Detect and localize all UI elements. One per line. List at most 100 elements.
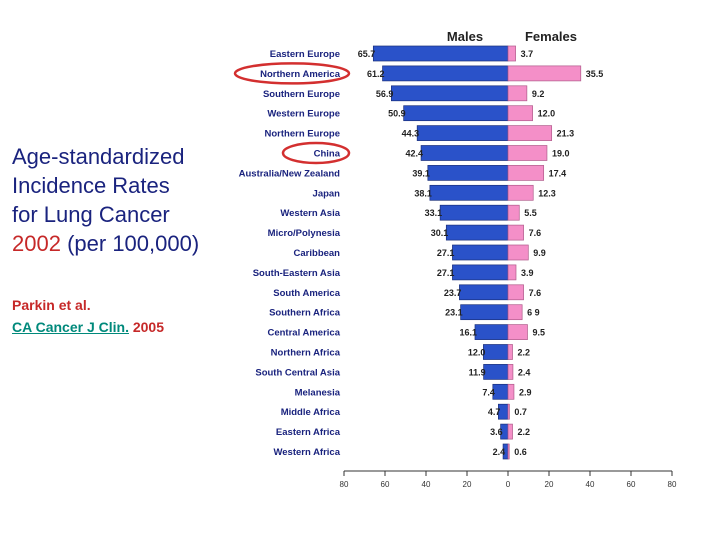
data-label-males: 39.1 bbox=[412, 168, 430, 178]
legend-males: Males bbox=[447, 29, 483, 44]
title-line-1: Age-standardized bbox=[12, 144, 185, 169]
bar-males bbox=[391, 85, 509, 102]
bar-females bbox=[507, 423, 513, 440]
category-label: Western Asia bbox=[280, 208, 340, 219]
category-label: Micro/Polynesia bbox=[268, 228, 341, 239]
bar-males bbox=[427, 165, 509, 181]
x-tick-label: 60 bbox=[381, 480, 390, 489]
data-label-males: 23.1 bbox=[445, 308, 463, 318]
bar-females bbox=[507, 224, 524, 241]
bar-males bbox=[382, 65, 509, 82]
data-label-males: 56.9 bbox=[376, 89, 394, 99]
bar-males bbox=[460, 304, 509, 321]
data-label-males: 4.7 bbox=[488, 407, 501, 417]
data-label-males: 33.1 bbox=[425, 208, 443, 218]
category-label: Eastern Europe bbox=[270, 49, 340, 60]
data-label-females: 12.3 bbox=[538, 188, 556, 198]
bar-females bbox=[507, 165, 545, 181]
bar-males bbox=[483, 344, 509, 360]
data-label-females: 9.9 bbox=[533, 248, 546, 258]
bar-females bbox=[507, 244, 529, 261]
category-label: Australia/New Zealand bbox=[239, 168, 341, 179]
bar-females bbox=[507, 304, 523, 321]
data-label-males: 16.1 bbox=[459, 328, 477, 338]
data-label-males: 44.3 bbox=[402, 129, 420, 139]
bar-females bbox=[507, 284, 524, 301]
x-tick-label: 40 bbox=[422, 480, 431, 489]
data-label-females: 2.2 bbox=[518, 427, 531, 437]
bar-females bbox=[507, 125, 553, 141]
bar-males bbox=[372, 45, 509, 62]
title-unit: (per 100,000) bbox=[67, 231, 200, 256]
x-tick-label: 60 bbox=[627, 480, 636, 489]
data-label-females: 21.3 bbox=[557, 129, 575, 139]
data-label-females: 9.5 bbox=[532, 328, 545, 338]
data-label-females: 2.2 bbox=[518, 348, 531, 358]
data-label-females: 12.0 bbox=[538, 109, 556, 119]
citation-year: 2005 bbox=[132, 319, 165, 335]
data-label-males: 23.7 bbox=[444, 288, 462, 298]
category-label: Eastern Africa bbox=[276, 427, 341, 438]
category-label: China bbox=[314, 149, 341, 160]
bar-males bbox=[420, 145, 509, 161]
bar-females bbox=[507, 324, 528, 340]
category-label: Japan bbox=[313, 188, 341, 199]
category-label: Central America bbox=[267, 328, 340, 339]
bar-females bbox=[507, 45, 516, 62]
data-label-females: 0.6 bbox=[514, 447, 527, 457]
bar-males bbox=[474, 324, 509, 340]
bar-females bbox=[507, 105, 533, 122]
citation-authors: Parkin et al. bbox=[12, 297, 91, 313]
data-label-females: 35.5 bbox=[586, 69, 604, 79]
bar-females bbox=[507, 184, 534, 201]
data-label-females: 17.4 bbox=[549, 168, 567, 178]
category-label: South Central Asia bbox=[255, 367, 340, 378]
bar-males bbox=[445, 224, 509, 241]
data-label-males: 12.0 bbox=[468, 348, 486, 358]
x-tick-label: 20 bbox=[463, 480, 472, 489]
bar-females bbox=[507, 264, 517, 281]
category-label: Western Europe bbox=[267, 109, 340, 120]
x-tick-label: 40 bbox=[586, 480, 595, 489]
x-tick-label: 80 bbox=[340, 480, 349, 489]
data-label-males: 27.1 bbox=[437, 248, 455, 258]
slide-title: Age-standardized Incidence Rates for Lun… bbox=[12, 142, 242, 258]
data-label-males: 27.1 bbox=[437, 268, 455, 278]
citation-journal-link[interactable]: CA Cancer J Clin. bbox=[12, 319, 129, 335]
highlight-ellipse bbox=[233, 62, 351, 85]
data-label-females: 9.2 bbox=[532, 89, 545, 99]
bar-females bbox=[507, 364, 514, 380]
bar-males bbox=[403, 105, 509, 122]
bar-females bbox=[507, 344, 513, 360]
data-label-males: 50.9 bbox=[388, 109, 406, 119]
data-label-females: 5.5 bbox=[524, 208, 537, 218]
category-label: Melanesia bbox=[295, 387, 341, 398]
bar-females bbox=[507, 443, 510, 460]
bar-males bbox=[459, 284, 509, 301]
citation: Parkin et al. CA Cancer J Clin. 2005 bbox=[12, 294, 242, 338]
bar-females bbox=[507, 65, 582, 82]
bar-females bbox=[507, 204, 520, 221]
data-label-females: 19.0 bbox=[552, 149, 570, 159]
bar-females bbox=[507, 383, 515, 400]
data-label-females: 2.4 bbox=[518, 367, 531, 377]
x-tick-label: 0 bbox=[506, 480, 511, 489]
category-label: Western Africa bbox=[273, 447, 340, 458]
category-label: Caribbean bbox=[294, 248, 341, 259]
category-label: Middle Africa bbox=[281, 407, 341, 418]
title-line-4: 2002 (per 100,000) bbox=[12, 229, 242, 258]
category-label: South America bbox=[273, 288, 340, 299]
bar-females bbox=[507, 85, 528, 102]
category-label: Southern Africa bbox=[269, 308, 341, 319]
highlight-ellipse bbox=[281, 141, 351, 165]
data-label-females: 3.7 bbox=[521, 49, 534, 59]
bar-males bbox=[492, 383, 509, 400]
data-label-males: 2.4 bbox=[493, 447, 506, 457]
bar-females bbox=[507, 403, 510, 420]
bar-females bbox=[507, 145, 548, 161]
data-label-males: 3.6 bbox=[490, 427, 503, 437]
title-line-2: Incidence Rates bbox=[12, 173, 170, 198]
category-label: Southern Europe bbox=[263, 89, 340, 100]
data-label-males: 61.2 bbox=[367, 69, 385, 79]
